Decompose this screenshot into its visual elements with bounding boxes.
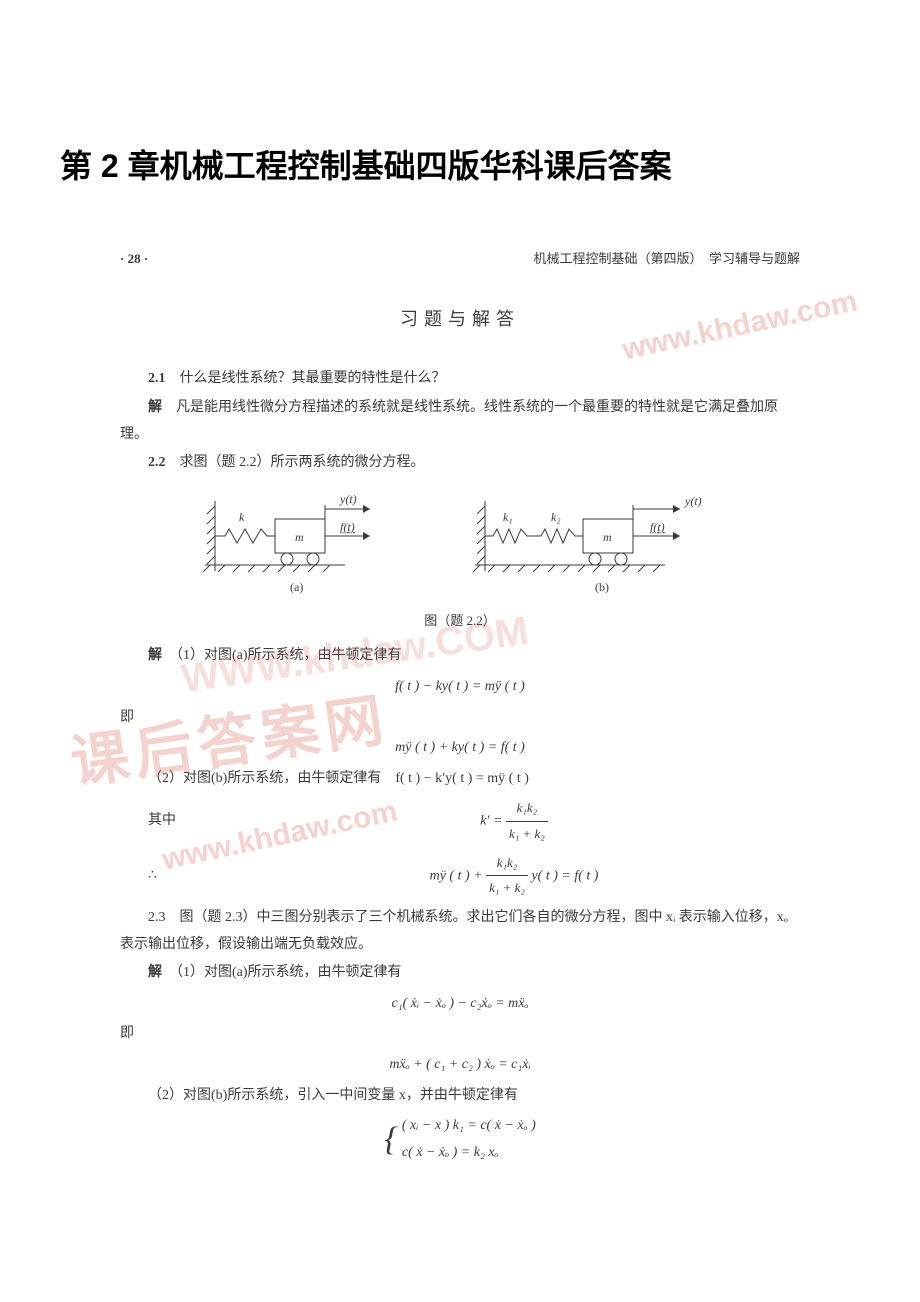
q22-text: 求图（题 2.2）所示两系统的微分方程。 [180,455,425,470]
svg-text:y(t): y(t) [684,494,702,508]
section-title: 习题与解答 [120,302,800,336]
svg-text:(a): (a) [290,580,303,594]
q22-where-label: 其中 [120,808,228,835]
q23-part2-intro: （2）对图(b)所示系统，引入一中间变量 x，并由牛顿定律有 [120,1083,800,1110]
svg-text:y(t): y(t) [339,492,357,506]
svg-text:m: m [603,530,612,544]
q21-ans-text: 凡是能用线性微分方程描述的系统就是线性系统。线性系统的一个最重要的特性就是它满足… [120,400,778,442]
q23-sys-l1: ( xᵢ − x ) k₁ = c( ẋ − ẋₒ ) [402,1118,536,1133]
q22-question: 2.2 求图（题 2.2）所示两系统的微分方程。 [120,450,800,477]
svg-text:k₁: k₁ [503,510,513,524]
q22-eq2: mÿ ( t ) + ky( t ) = f( t ) [120,735,800,762]
q22-therefore: ∴ [120,863,228,890]
figure-2-2: k m [120,491,800,634]
q23-sys: { ( xᵢ − x ) k₁ = c( ẋ − ẋₒ ) c( ẋ − ẋₒ … [120,1113,800,1166]
q21-question: 2.1 什么是线性系统？其最重要的特性是什么？ [120,366,800,393]
q22-num: 2.2 [148,455,166,470]
q22-ji1: 即 [120,705,800,732]
q21-text: 什么是线性系统？其最重要的特性是什么？ [180,371,446,386]
svg-text:k₂: k₂ [551,510,561,524]
q22-part1-intro: （1）对图(a)所示系统，由牛顿定律有 [176,648,402,663]
content-block: WWW.khdaw.COM 课后答案网 www.khdaw.com www.kh… [120,247,800,1166]
svg-text:k: k [239,510,245,524]
book-title: 机械工程控制基础（第四版） 学习辅导与题解 [533,247,800,272]
figure-2-2-b: k₁ k₂ m [465,491,725,601]
main-title: 第 2 章机械工程控制基础四版华科课后答案 [60,141,860,187]
svg-text:f(t): f(t) [340,520,355,534]
q23-ans-label: 解 [148,965,162,980]
svg-text:m: m [295,530,304,544]
q23-eq1: c₁( ẋᵢ − ẋₒ ) − c₂ẋₒ = mẍₒ [120,991,800,1018]
figure-2-2-a: k m [195,491,405,601]
q22-eqk: k′ = k₁k₂k₁ + k₂ [228,796,800,846]
q22-eq3: mÿ ( t ) + k₁k₂k₁ + k₂ y( t ) = f( t ) [228,851,800,901]
svg-text:(b): (b) [595,580,609,594]
q21-num: 2.1 [148,371,166,386]
q21-ans-label: 解 [148,400,162,415]
q22-part2-intro: （2）对图(b)所示系统，由牛顿定律有 f( t ) − k′y( t ) = … [120,766,800,793]
q23-part1-intro: （1）对图(a)所示系统，由牛顿定律有 [176,965,402,980]
q22-ans-label: 解 [148,648,162,663]
q22-ans-part1: 解 （1）对图(a)所示系统，由牛顿定律有 [120,643,800,670]
q23-ji: 即 [120,1021,800,1048]
q21-answer: 解 凡是能用线性微分方程描述的系统就是线性系统。线性系统的一个最重要的特性就是它… [120,395,800,448]
q22-eq1: f( t ) − ky( t ) = mÿ ( t ) [120,674,800,701]
q23-eq2: mẍₒ + ( c₁ + c₂ ) ẋₒ = c₁ẋᵢ [120,1052,800,1079]
svg-text:f(t): f(t) [650,520,665,534]
page-number: · 28 · [120,247,148,272]
fig-2-2-caption: 图（题 2.2） [120,609,800,634]
q23-sys-l2: c( ẋ − ẋₒ ) = k₂ xₒ [402,1145,499,1160]
q23-ans-part1: 解 （1）对图(a)所示系统，由牛顿定律有 [120,960,800,987]
q23-intro: 2.3 图（题 2.3）中三图分别表示了三个机械系统。求出它们各自的微分方程，图… [120,905,800,958]
